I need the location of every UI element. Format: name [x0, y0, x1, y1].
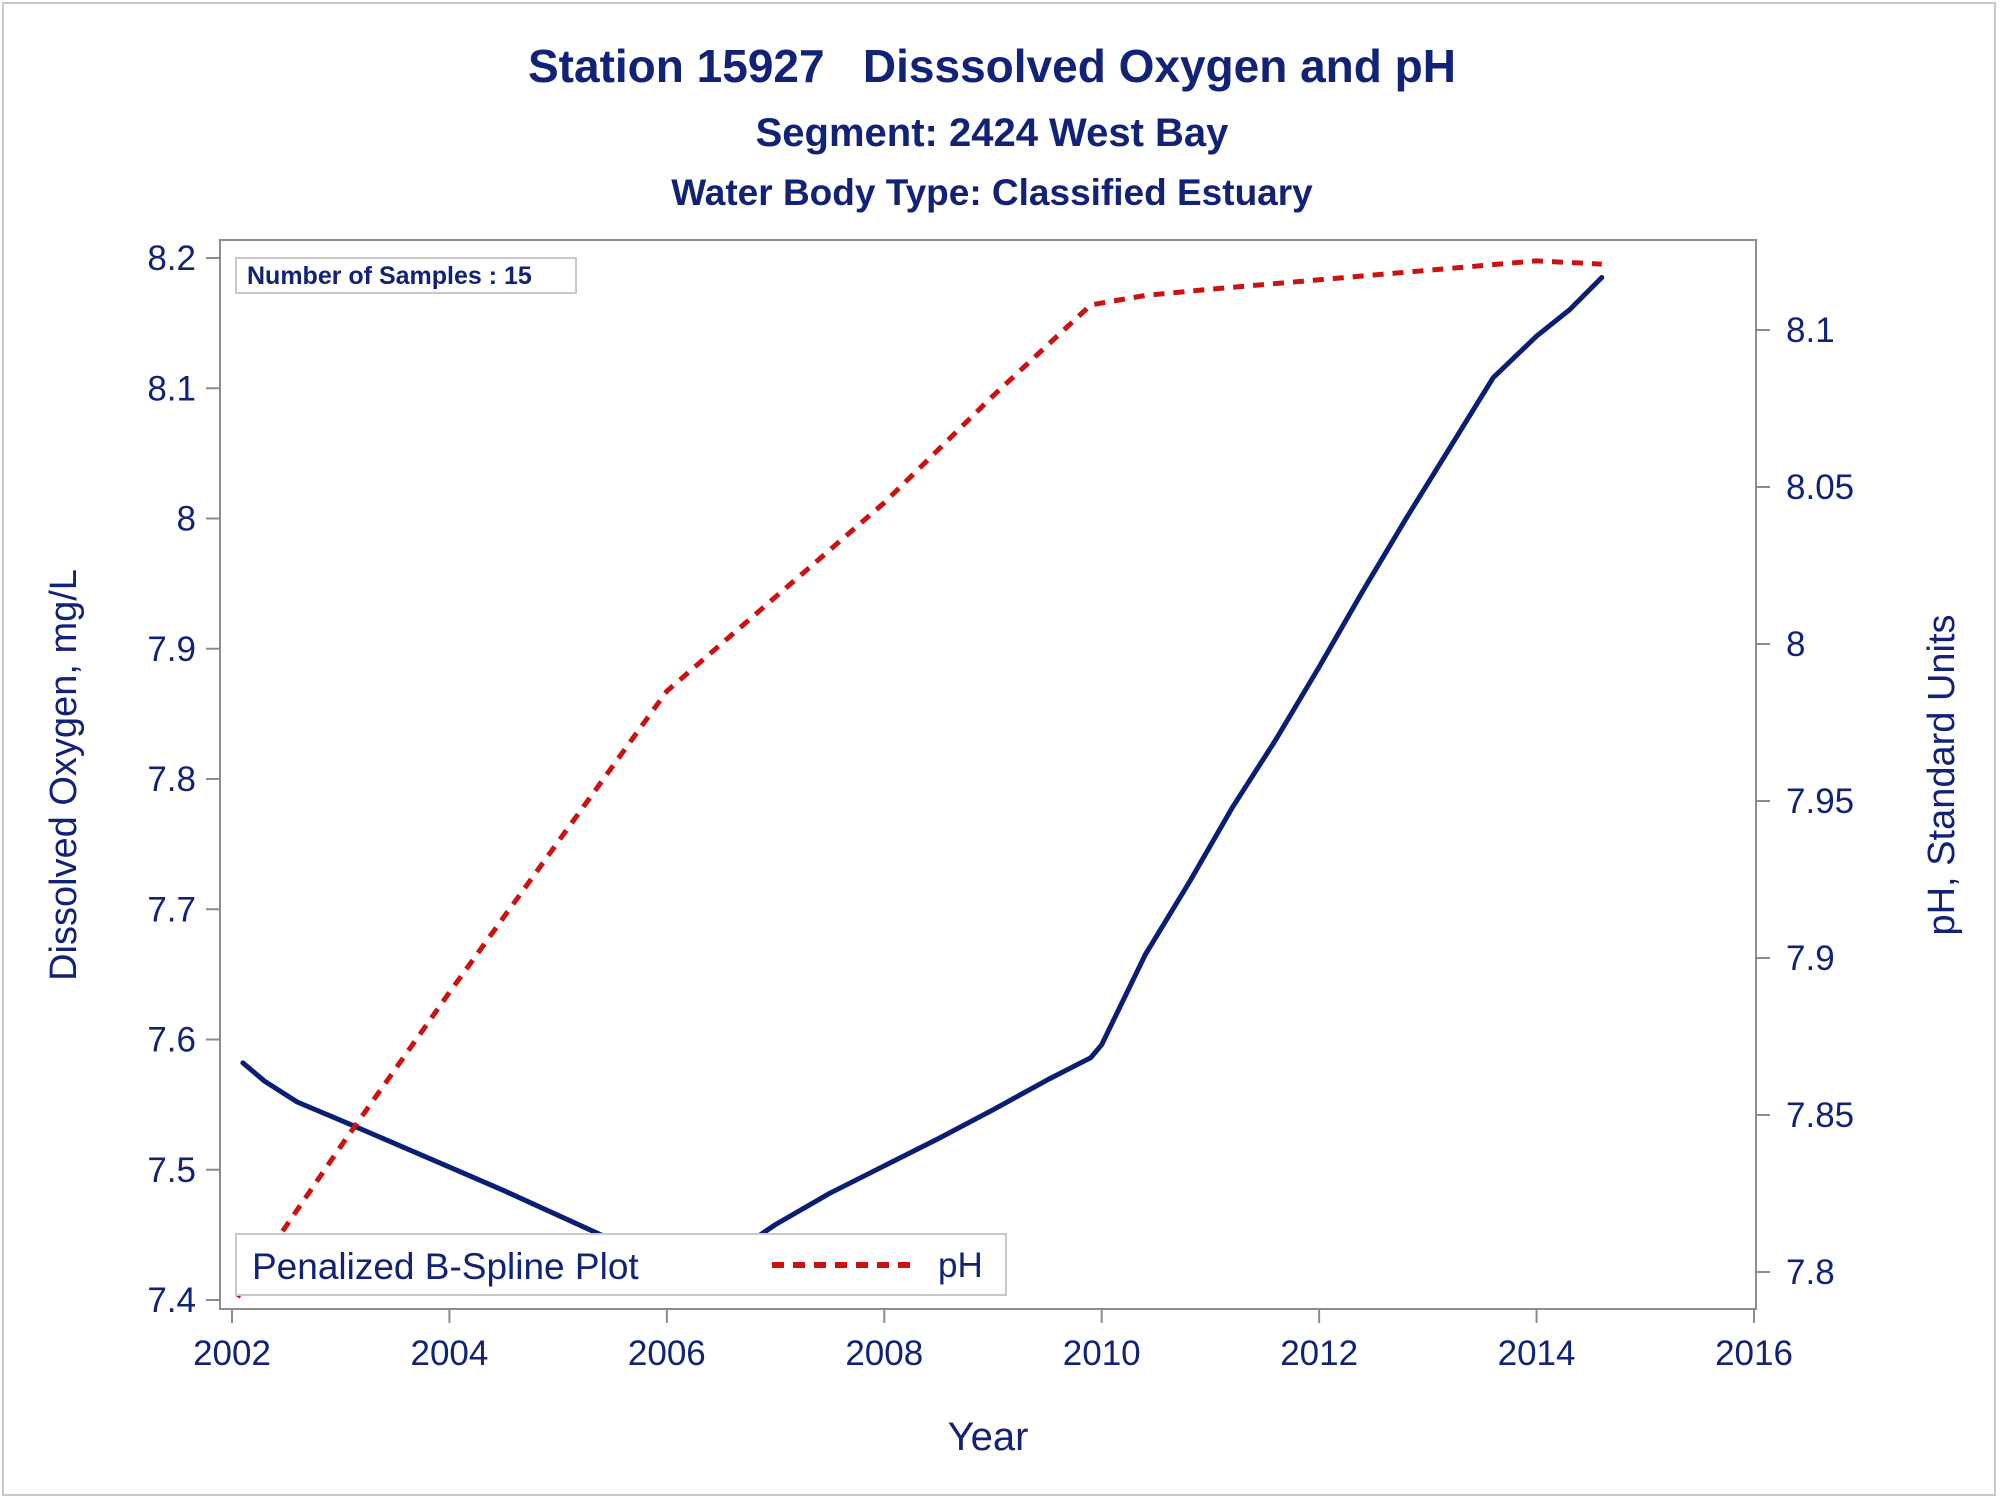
x-tick-label: 2010: [1063, 1334, 1141, 1373]
x-tick-label: 2006: [628, 1334, 706, 1373]
y2-tick-label: 7.8: [1786, 1253, 1835, 1292]
y2-tick-label: 8.05: [1786, 468, 1854, 507]
sample-count-inset: Number of Samples : 15: [235, 257, 577, 294]
plot-area: [219, 239, 1757, 1310]
y-tick-label: 7.6: [147, 1021, 196, 1060]
sample-count-box: [235, 257, 577, 294]
legend-ph-label: pH: [938, 1246, 983, 1285]
y-tick-label: 8.2: [147, 239, 196, 278]
y-tick-label: 7.9: [147, 630, 196, 669]
y-axis-left: 7.4 7.5 7.6 7.7 7.8 7.9 8 8.1 8.2: [147, 239, 220, 1320]
chart-subtitle-segment: Segment: 2424 West Bay: [756, 111, 1230, 155]
y-axis-right-label: pH, Standard Units: [1921, 614, 1963, 935]
x-tick-label: 2008: [845, 1334, 923, 1373]
legend: Penalized B-Spline Plot pH: [235, 1233, 1007, 1296]
legend-title: Penalized B-Spline Plot: [252, 1246, 639, 1287]
x-axis-label: Year: [948, 1415, 1029, 1459]
y2-tick-label: 7.9: [1786, 939, 1835, 978]
y2-tick-label: 7.85: [1786, 1096, 1854, 1135]
y-tick-label: 8.1: [147, 369, 196, 408]
y-tick-label: 7.8: [147, 760, 196, 799]
sample-count-label: Number of Samples : 15: [247, 262, 532, 290]
y-tick-label: 7.7: [147, 890, 196, 929]
y-tick-label: 7.5: [147, 1151, 196, 1190]
y-axis-left-label: Dissolved Oxygen, mg/L: [43, 569, 85, 981]
y2-tick-label: 8: [1786, 625, 1805, 664]
chart-subtitle-water-body: Water Body Type: Classified Estuary: [671, 172, 1313, 213]
series-layer: [235, 258, 1605, 1299]
series-line-dissolved-oxygen: [240, 275, 1605, 1272]
x-tick-label: 2012: [1280, 1334, 1358, 1373]
legend-box: [235, 1233, 1007, 1296]
y2-tick-label: 8.1: [1786, 311, 1835, 350]
x-tick-label: 2004: [410, 1334, 488, 1373]
x-tick-label: 2014: [1498, 1334, 1576, 1373]
y-tick-label: 7.4: [147, 1281, 196, 1320]
y2-tick-label: 7.95: [1786, 782, 1854, 821]
y-tick-label: 8: [177, 500, 196, 539]
x-axis: 2002 2004 2006 2008 2010 2012 2014 2016: [193, 1309, 1793, 1373]
series-line-ph: [235, 258, 1602, 1299]
y-axis-right: 7.8 7.85 7.9 7.95 8 8.05 8.1: [1756, 311, 1854, 1292]
x-tick-label: 2016: [1715, 1334, 1793, 1373]
x-tick-label: 2002: [193, 1334, 271, 1373]
chart-title: Station 15927 Disssolved Oxygen and pH: [528, 40, 1456, 92]
